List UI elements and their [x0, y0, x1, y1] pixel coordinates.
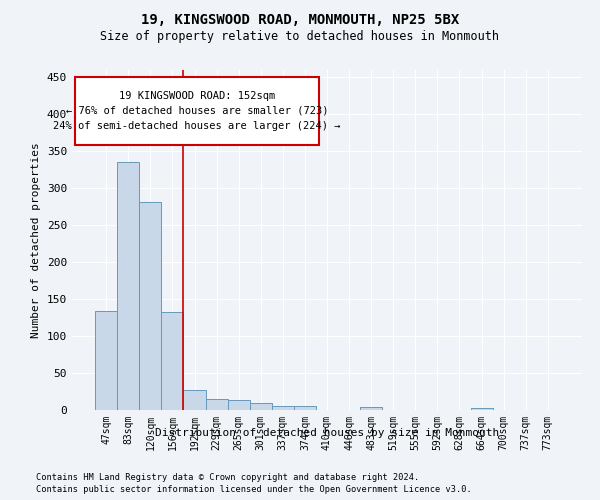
- FancyBboxPatch shape: [74, 77, 319, 145]
- Bar: [250, 404, 272, 410]
- Bar: [117, 162, 139, 410]
- Bar: [95, 311, 117, 410]
- Bar: [227, 400, 250, 410]
- Bar: [272, 406, 294, 410]
- Bar: [294, 406, 316, 410]
- Bar: [360, 407, 382, 410]
- Y-axis label: Number of detached properties: Number of detached properties: [31, 142, 41, 338]
- Bar: [184, 390, 206, 410]
- Bar: [161, 312, 184, 410]
- Text: 19, KINGSWOOD ROAD, MONMOUTH, NP25 5BX: 19, KINGSWOOD ROAD, MONMOUTH, NP25 5BX: [141, 12, 459, 26]
- Text: Contains public sector information licensed under the Open Government Licence v3: Contains public sector information licen…: [36, 485, 472, 494]
- Bar: [139, 202, 161, 410]
- Text: Distribution of detached houses by size in Monmouth: Distribution of detached houses by size …: [155, 428, 499, 438]
- Text: 19 KINGSWOOD ROAD: 152sqm
← 76% of detached houses are smaller (723)
24% of semi: 19 KINGSWOOD ROAD: 152sqm ← 76% of detac…: [53, 91, 341, 130]
- Bar: [206, 399, 227, 410]
- Text: Contains HM Land Registry data © Crown copyright and database right 2024.: Contains HM Land Registry data © Crown c…: [36, 472, 419, 482]
- Bar: [470, 408, 493, 410]
- Text: Size of property relative to detached houses in Monmouth: Size of property relative to detached ho…: [101, 30, 499, 43]
